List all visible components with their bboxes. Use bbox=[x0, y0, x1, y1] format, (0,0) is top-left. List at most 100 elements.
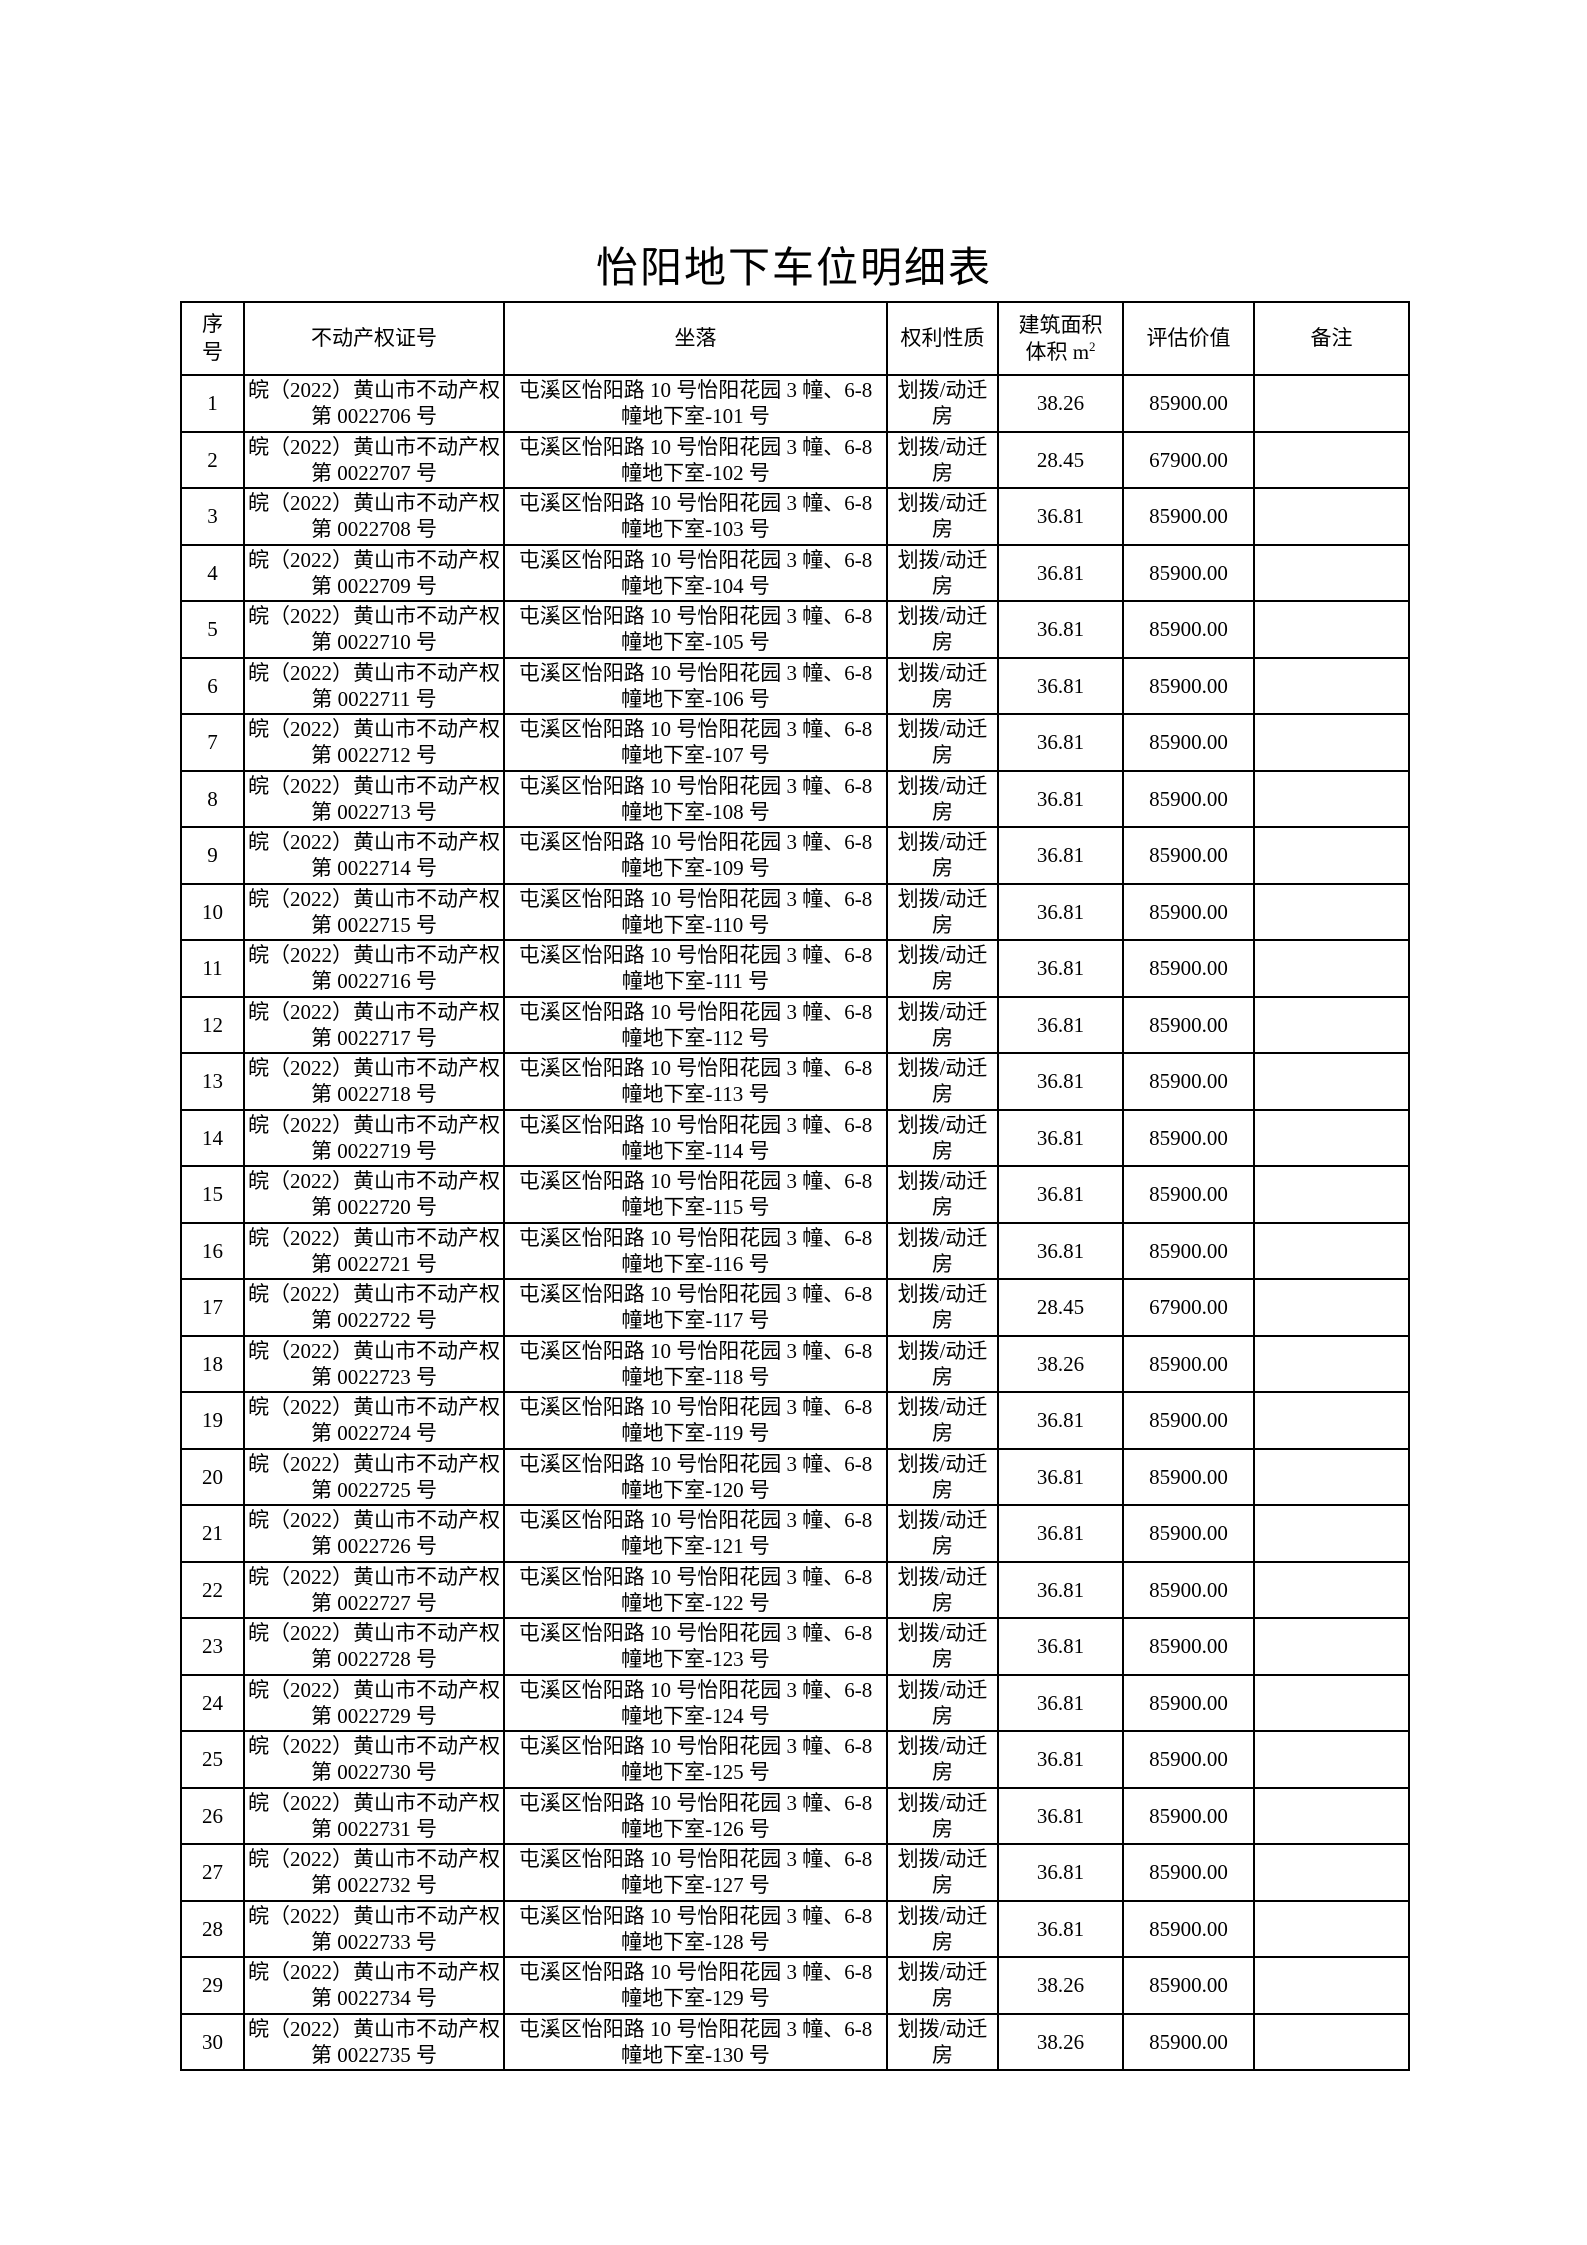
superscript-2: 2 bbox=[1089, 338, 1096, 354]
cell-rights: 划拨/动迁房 bbox=[886, 769, 999, 828]
cell-area: 36.81 bbox=[997, 656, 1124, 715]
cell-remarks bbox=[1253, 1956, 1410, 2015]
cell-value: 85900.00 bbox=[1122, 1221, 1255, 1280]
cell-certificate: 皖（2022）黄山市不动产权第 0022712 号 bbox=[243, 713, 505, 772]
cell-certificate: 皖（2022）黄山市不动产权第 0022730 号 bbox=[243, 1730, 505, 1789]
cell-value: 85900.00 bbox=[1122, 2012, 1255, 2071]
cell-index: 23 bbox=[180, 1617, 245, 1676]
header-location: 坐落 bbox=[503, 301, 888, 376]
cell-rights: 划拨/动迁房 bbox=[886, 939, 999, 998]
table-row: 8 皖（2022）黄山市不动产权第 0022713 号 屯溪区怡阳路 10 号怡… bbox=[180, 769, 1410, 828]
cell-value: 85900.00 bbox=[1122, 995, 1255, 1054]
cell-rights: 划拨/动迁房 bbox=[886, 1899, 999, 1958]
cell-location: 屯溪区怡阳路 10 号怡阳花园 3 幢、6-8 幢地下室-101 号 bbox=[503, 374, 888, 433]
cell-rights: 划拨/动迁房 bbox=[886, 1334, 999, 1393]
cell-certificate: 皖（2022）黄山市不动产权第 0022715 号 bbox=[243, 882, 505, 941]
cell-certificate: 皖（2022）黄山市不动产权第 0022718 号 bbox=[243, 1052, 505, 1111]
cell-area: 36.81 bbox=[997, 995, 1124, 1054]
cell-location: 屯溪区怡阳路 10 号怡阳花园 3 幢、6-8 幢地下室-110 号 bbox=[503, 882, 888, 941]
cell-location: 屯溪区怡阳路 10 号怡阳花园 3 幢、6-8 幢地下室-107 号 bbox=[503, 713, 888, 772]
cell-area: 36.81 bbox=[997, 543, 1124, 602]
cell-area: 28.45 bbox=[997, 430, 1124, 489]
cell-location: 屯溪区怡阳路 10 号怡阳花园 3 幢、6-8 幢地下室-128 号 bbox=[503, 1899, 888, 1958]
cell-location: 屯溪区怡阳路 10 号怡阳花园 3 幢、6-8 幢地下室-130 号 bbox=[503, 2012, 888, 2071]
cell-location: 屯溪区怡阳路 10 号怡阳花园 3 幢、6-8 幢地下室-114 号 bbox=[503, 1108, 888, 1167]
cell-remarks bbox=[1253, 487, 1410, 546]
cell-location: 屯溪区怡阳路 10 号怡阳花园 3 幢、6-8 幢地下室-117 号 bbox=[503, 1278, 888, 1337]
cell-rights: 划拨/动迁房 bbox=[886, 1560, 999, 1619]
cell-area: 36.81 bbox=[997, 1730, 1124, 1789]
cell-remarks bbox=[1253, 1673, 1410, 1732]
cell-index: 22 bbox=[180, 1560, 245, 1619]
cell-remarks bbox=[1253, 543, 1410, 602]
cell-rights: 划拨/动迁房 bbox=[886, 543, 999, 602]
cell-location: 屯溪区怡阳路 10 号怡阳花园 3 幢、6-8 幢地下室-108 号 bbox=[503, 769, 888, 828]
cell-location: 屯溪区怡阳路 10 号怡阳花园 3 幢、6-8 幢地下室-111 号 bbox=[503, 939, 888, 998]
table-row: 10 皖（2022）黄山市不动产权第 0022715 号 屯溪区怡阳路 10 号… bbox=[180, 882, 1410, 941]
table-row: 17 皖（2022）黄山市不动产权第 0022722 号 屯溪区怡阳路 10 号… bbox=[180, 1278, 1410, 1337]
cell-rights: 划拨/动迁房 bbox=[886, 1278, 999, 1337]
cell-remarks bbox=[1253, 1730, 1410, 1789]
table-row: 22 皖（2022）黄山市不动产权第 0022727 号 屯溪区怡阳路 10 号… bbox=[180, 1560, 1410, 1619]
cell-area: 28.45 bbox=[997, 1278, 1124, 1337]
cell-area: 36.81 bbox=[997, 1447, 1124, 1506]
cell-value: 85900.00 bbox=[1122, 1504, 1255, 1563]
cell-rights: 划拨/动迁房 bbox=[886, 1447, 999, 1506]
cell-value: 85900.00 bbox=[1122, 1843, 1255, 1902]
cell-remarks bbox=[1253, 2012, 1410, 2071]
table-row: 14 皖（2022）黄山市不动产权第 0022719 号 屯溪区怡阳路 10 号… bbox=[180, 1108, 1410, 1167]
cell-area: 36.81 bbox=[997, 769, 1124, 828]
cell-value: 85900.00 bbox=[1122, 1730, 1255, 1789]
table-row: 7 皖（2022）黄山市不动产权第 0022712 号 屯溪区怡阳路 10 号怡… bbox=[180, 713, 1410, 772]
cell-index: 5 bbox=[180, 600, 245, 659]
table-row: 12 皖（2022）黄山市不动产权第 0022717 号 屯溪区怡阳路 10 号… bbox=[180, 995, 1410, 1054]
cell-remarks bbox=[1253, 1334, 1410, 1393]
cell-value: 85900.00 bbox=[1122, 826, 1255, 885]
cell-location: 屯溪区怡阳路 10 号怡阳花园 3 幢、6-8 幢地下室-106 号 bbox=[503, 656, 888, 715]
cell-remarks bbox=[1253, 826, 1410, 885]
cell-rights: 划拨/动迁房 bbox=[886, 1504, 999, 1563]
cell-area: 36.81 bbox=[997, 713, 1124, 772]
cell-area: 38.26 bbox=[997, 2012, 1124, 2071]
cell-index: 27 bbox=[180, 1843, 245, 1902]
cell-index: 8 bbox=[180, 769, 245, 828]
cell-index: 10 bbox=[180, 882, 245, 941]
cell-value: 85900.00 bbox=[1122, 656, 1255, 715]
cell-index: 12 bbox=[180, 995, 245, 1054]
cell-certificate: 皖（2022）黄山市不动产权第 0022720 号 bbox=[243, 1165, 505, 1224]
table-row: 5 皖（2022）黄山市不动产权第 0022710 号 屯溪区怡阳路 10 号怡… bbox=[180, 600, 1410, 659]
cell-remarks bbox=[1253, 1447, 1410, 1506]
cell-area: 36.81 bbox=[997, 1843, 1124, 1902]
cell-area: 38.26 bbox=[997, 1334, 1124, 1393]
cell-area: 36.81 bbox=[997, 882, 1124, 941]
header-certificate: 不动产权证号 bbox=[243, 301, 505, 376]
cell-rights: 划拨/动迁房 bbox=[886, 656, 999, 715]
cell-index: 21 bbox=[180, 1504, 245, 1563]
cell-value: 85900.00 bbox=[1122, 1560, 1255, 1619]
table-body: 1 皖（2022）黄山市不动产权第 0022706 号 屯溪区怡阳路 10 号怡… bbox=[180, 374, 1410, 2071]
cell-location: 屯溪区怡阳路 10 号怡阳花园 3 幢、6-8 幢地下室-119 号 bbox=[503, 1391, 888, 1450]
cell-certificate: 皖（2022）黄山市不动产权第 0022719 号 bbox=[243, 1108, 505, 1167]
cell-remarks bbox=[1253, 995, 1410, 1054]
cell-remarks bbox=[1253, 1617, 1410, 1676]
cell-rights: 划拨/动迁房 bbox=[886, 882, 999, 941]
cell-remarks bbox=[1253, 713, 1410, 772]
cell-value: 85900.00 bbox=[1122, 1786, 1255, 1845]
cell-certificate: 皖（2022）黄山市不动产权第 0022717 号 bbox=[243, 995, 505, 1054]
cell-value: 85900.00 bbox=[1122, 939, 1255, 998]
cell-index: 19 bbox=[180, 1391, 245, 1450]
cell-value: 85900.00 bbox=[1122, 1165, 1255, 1224]
cell-remarks bbox=[1253, 769, 1410, 828]
cell-index: 18 bbox=[180, 1334, 245, 1393]
cell-location: 屯溪区怡阳路 10 号怡阳花园 3 幢、6-8 幢地下室-105 号 bbox=[503, 600, 888, 659]
table-row: 24 皖（2022）黄山市不动产权第 0022729 号 屯溪区怡阳路 10 号… bbox=[180, 1673, 1410, 1732]
header-area: 建筑面积 体积 m2 bbox=[997, 301, 1124, 376]
cell-rights: 划拨/动迁房 bbox=[886, 1956, 999, 2015]
cell-location: 屯溪区怡阳路 10 号怡阳花园 3 幢、6-8 幢地下室-129 号 bbox=[503, 1956, 888, 2015]
cell-location: 屯溪区怡阳路 10 号怡阳花园 3 幢、6-8 幢地下室-113 号 bbox=[503, 1052, 888, 1111]
table-row: 6 皖（2022）黄山市不动产权第 0022711 号 屯溪区怡阳路 10 号怡… bbox=[180, 656, 1410, 715]
cell-index: 13 bbox=[180, 1052, 245, 1111]
cell-index: 1 bbox=[180, 374, 245, 433]
header-area-line1: 建筑面积 bbox=[1018, 313, 1103, 338]
